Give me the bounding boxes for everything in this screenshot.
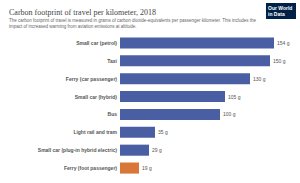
svg-text:100 g: 100 g — [223, 111, 236, 117]
svg-text:35 g: 35 g — [158, 129, 168, 135]
svg-text:29 g: 29 g — [152, 147, 162, 153]
svg-text:Carbon footprint of travel per: Carbon footprint of travel per kilometer… — [9, 8, 156, 17]
svg-text:Small car (plug-in hybrid elec: Small car (plug-in hybrid electric) — [38, 147, 118, 153]
svg-text:Ferry (foot passenger): Ferry (foot passenger) — [64, 165, 117, 171]
svg-text:19 g: 19 g — [142, 165, 152, 171]
svg-text:154 g: 154 g — [277, 40, 290, 46]
svg-text:Taxi: Taxi — [107, 58, 117, 64]
svg-text:The carbon footprint of travel: The carbon footprint of travel is measur… — [9, 18, 257, 23]
svg-text:Small car (hybrid): Small car (hybrid) — [75, 94, 118, 100]
svg-text:Bus: Bus — [108, 111, 118, 117]
svg-text:Small car (petrol): Small car (petrol) — [76, 40, 117, 46]
svg-text:105 g: 105 g — [228, 94, 241, 100]
svg-text:Light rail and tram: Light rail and tram — [73, 129, 117, 135]
svg-text:130 g: 130 g — [253, 76, 266, 82]
svg-text:impact of increased warming fr: impact of increased warming from aviatio… — [9, 24, 137, 29]
svg-text:Ferry (car passenger): Ferry (car passenger) — [66, 76, 117, 82]
svg-text:150 g: 150 g — [273, 58, 286, 64]
svg-text:in Data: in Data — [268, 11, 285, 17]
svg-text:Our World: Our World — [268, 5, 293, 11]
